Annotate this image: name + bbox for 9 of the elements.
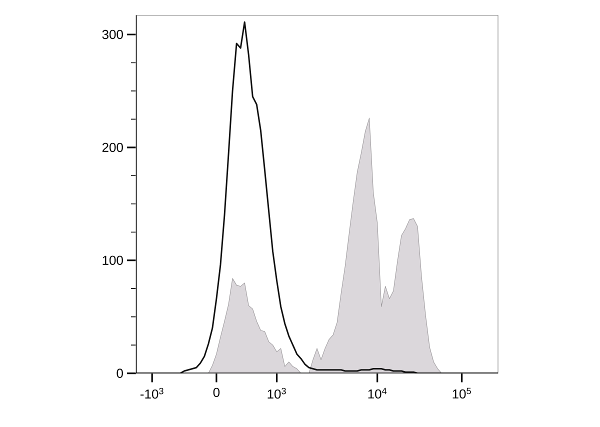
x-tick-label: -10$^{3}$ — [140, 388, 164, 399]
y-tick-label: 100 — [102, 256, 123, 265]
x-tick-label: 10$^{5}$ — [452, 388, 471, 399]
x-tick-label: 0 — [213, 388, 220, 398]
y-tick-label: 0 — [116, 368, 123, 378]
x-tick-label: 10$^{4}$ — [368, 388, 387, 399]
y-tick-label: 300 — [102, 30, 123, 40]
y-tick-label: 200 — [102, 142, 123, 152]
x-tick-label: 10$^{3}$ — [268, 388, 286, 399]
